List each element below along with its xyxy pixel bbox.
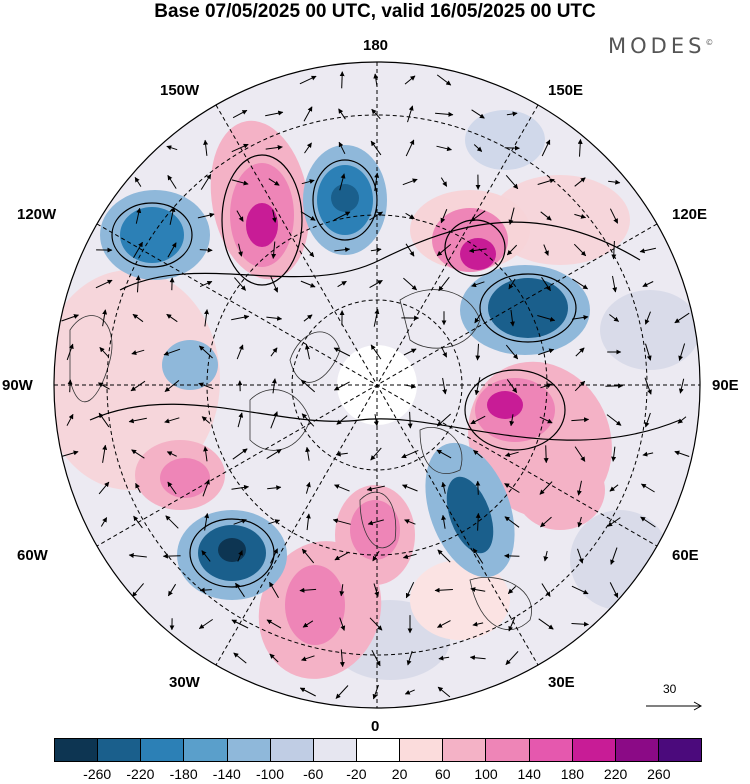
wind-vector bbox=[70, 380, 71, 392]
lon-label-90e: 90E bbox=[712, 378, 739, 394]
colorbar-segment bbox=[313, 739, 356, 761]
colorbar-segment bbox=[55, 739, 97, 761]
colorbar-segment bbox=[183, 739, 226, 761]
colorbar bbox=[54, 738, 702, 762]
lon-label-150w: 150W bbox=[160, 83, 199, 99]
colorbar-segment bbox=[529, 739, 572, 761]
colorbar-tick-label: -60 bbox=[303, 766, 323, 782]
lon-label-120e: 120E bbox=[672, 207, 707, 223]
colorbar-tick-label: 60 bbox=[435, 766, 451, 782]
colorbar-tick-label: 220 bbox=[604, 766, 627, 782]
lon-label-180: 180 bbox=[363, 38, 388, 54]
reference-vector-arrow bbox=[640, 696, 710, 716]
wind-vector bbox=[546, 445, 547, 462]
lon-label-60w: 60W bbox=[17, 548, 48, 564]
colorbar-segment bbox=[97, 739, 140, 761]
colorbar-tick-label: 180 bbox=[561, 766, 584, 782]
colorbar-segment bbox=[356, 739, 399, 761]
colorbar-tick-label: -220 bbox=[126, 766, 154, 782]
wind-vector bbox=[478, 481, 479, 495]
colorbar-tick-label: -100 bbox=[256, 766, 284, 782]
colorbar-tick-label: -260 bbox=[83, 766, 111, 782]
colorbar-segment bbox=[442, 739, 485, 761]
colorbar-segment bbox=[140, 739, 183, 761]
colorbar-tick-label: -180 bbox=[170, 766, 198, 782]
lon-label-30w: 30W bbox=[169, 675, 200, 691]
colorbar-segment bbox=[227, 739, 270, 761]
wind-vector bbox=[342, 72, 343, 89]
colorbar-segment bbox=[399, 739, 442, 761]
colorbar-segment bbox=[270, 739, 313, 761]
colorbar-ticks: -260 -220 -180 -140 -100 -60 -20 20 60 100 140 180 2… bbox=[0, 766, 750, 784]
colorbar-tick-label: 100 bbox=[474, 766, 497, 782]
lon-label-90w: 90W bbox=[2, 378, 33, 394]
lon-label-30e: 30E bbox=[548, 675, 575, 691]
colorbar-segment bbox=[485, 739, 528, 761]
colorbar-segment bbox=[615, 739, 658, 761]
colorbar-tick-label: 140 bbox=[518, 766, 541, 782]
colorbar-tick-label: -20 bbox=[346, 766, 366, 782]
colorbar-tick-label: 20 bbox=[392, 766, 408, 782]
wind-vector bbox=[163, 556, 180, 557]
lon-label-150e: 150E bbox=[548, 83, 583, 99]
reference-vector-value: 30 bbox=[663, 682, 676, 696]
colorbar-segment bbox=[572, 739, 615, 761]
lon-label-60e: 60E bbox=[672, 548, 699, 564]
lon-label-0: 0 bbox=[371, 719, 379, 735]
colorbar-tick-label: 260 bbox=[647, 766, 670, 782]
colorbar-tick-label: -140 bbox=[213, 766, 241, 782]
colorbar-segment bbox=[658, 739, 701, 761]
wind-vector bbox=[605, 386, 622, 387]
lon-label-120w: 120W bbox=[17, 207, 56, 223]
